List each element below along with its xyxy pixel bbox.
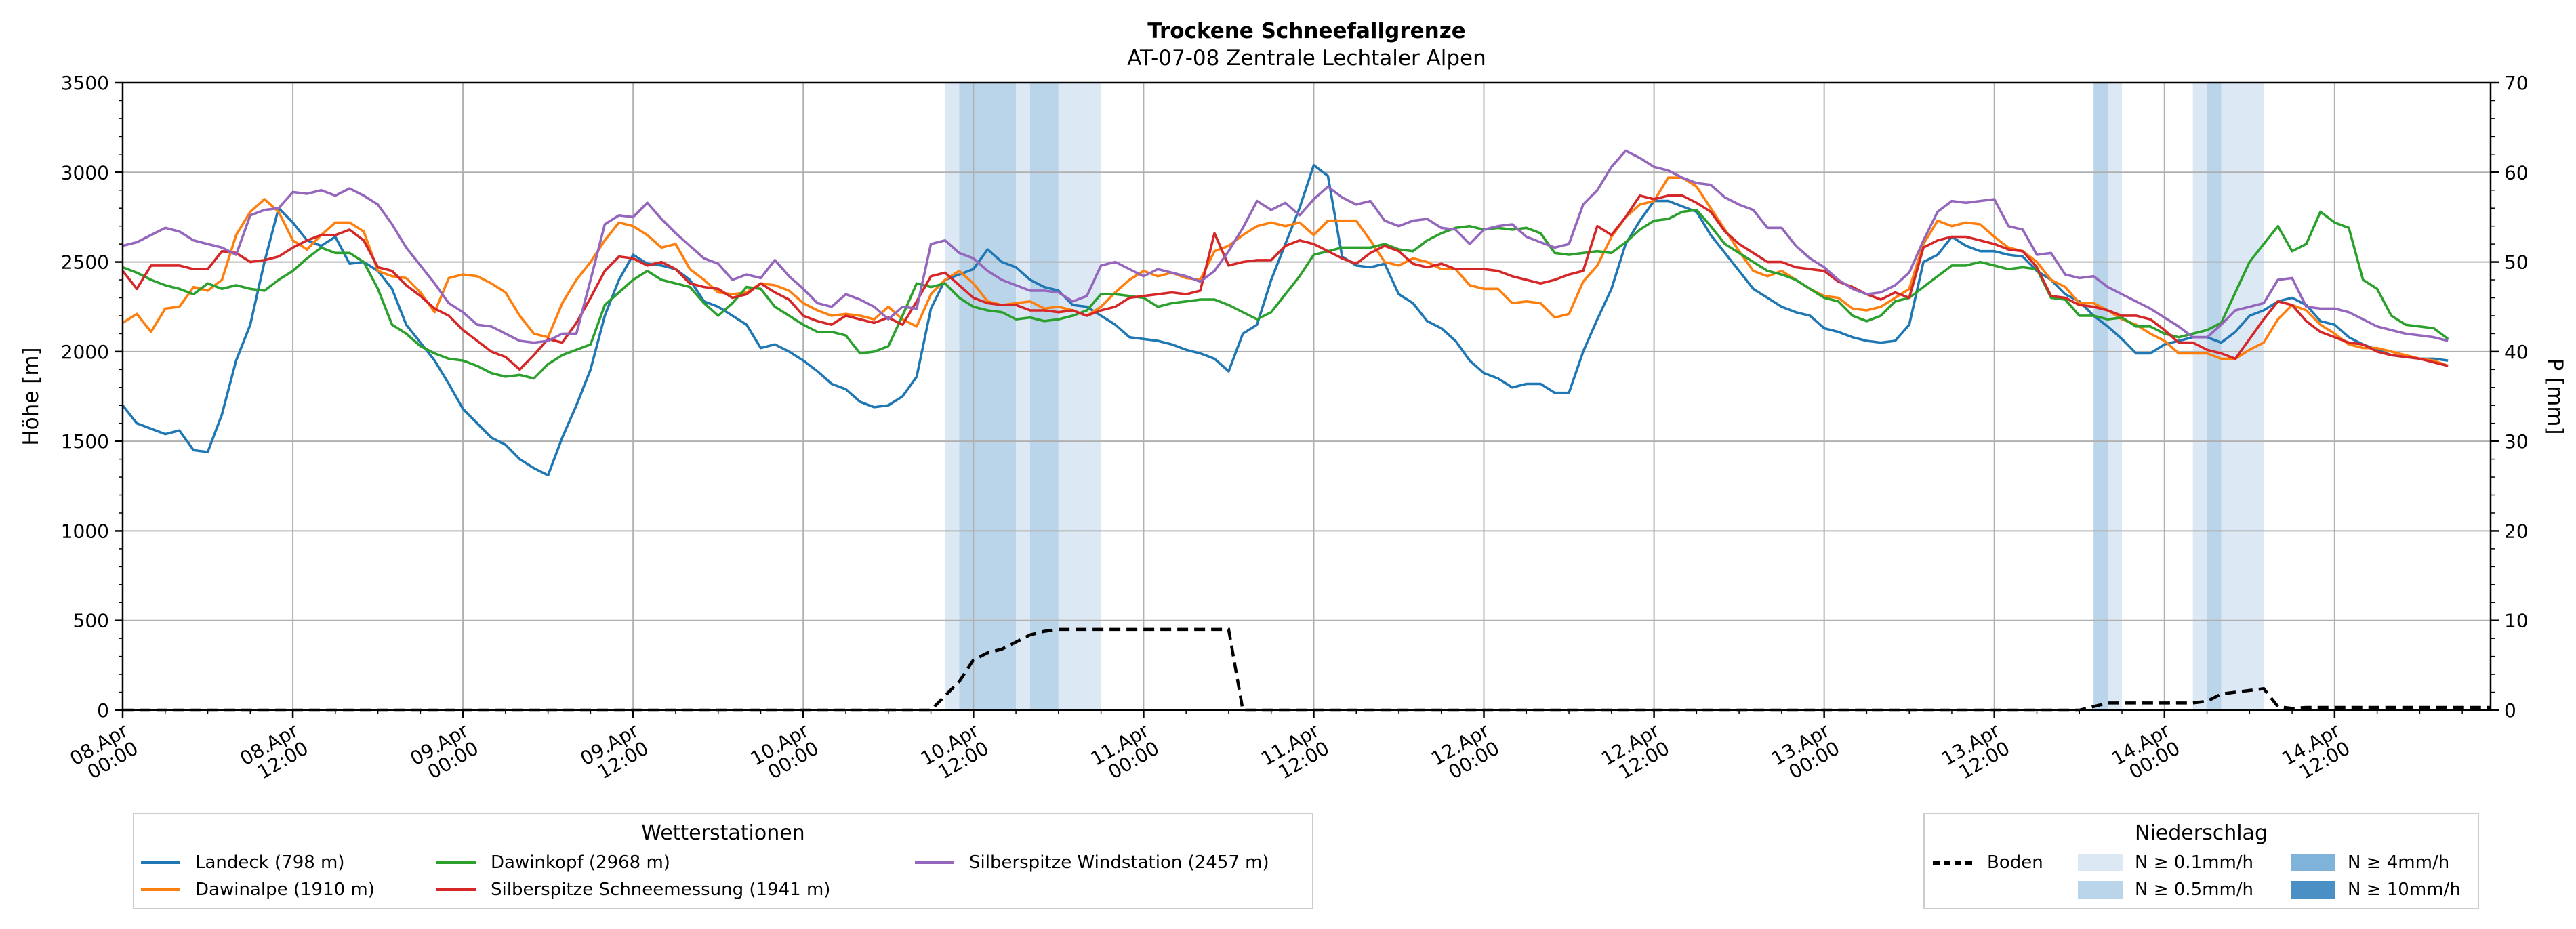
y2-tick-label-5: 50 <box>2504 251 2529 274</box>
precip-band-1 <box>959 83 1017 710</box>
precipitation-bands <box>945 83 2264 710</box>
precip-band-5 <box>2093 83 2108 710</box>
axes: 0 500 1000 1500 2000 2500 3000 3500 0 10 20 30 40 50 6… <box>61 72 2529 787</box>
y2-axis-label: P [mm] <box>2543 358 2567 434</box>
legend-swatch-windstation <box>915 861 954 864</box>
legend-item-dawinkopf: Dawinkopf (2968 m) <box>436 852 670 873</box>
series-line-2 <box>122 209 2449 380</box>
legend-item-p10: N ≥ 10mm/h <box>2291 880 2461 900</box>
x-tick-label-13: 14.Apr12:00 <box>2278 719 2354 787</box>
legend-label-boden: Boden <box>1987 852 2043 873</box>
legend-precipitation: Niederschlag Boden N ≥ 0.1mm/h N ≥ 0.5mm… <box>1923 813 2479 909</box>
series-line-1 <box>122 176 2449 367</box>
y-tick-label-0: 0 <box>97 699 109 722</box>
x-tick-label-11: 13.Apr12:00 <box>1938 719 2013 787</box>
legend-label-p4: N ≥ 4mm/h <box>2348 852 2450 873</box>
legend-item-schneemessung: Silberspitze Schneemessung (1941 m) <box>436 880 830 900</box>
y-tick-label-6: 3000 <box>61 161 109 184</box>
legend-label-p10: N ≥ 10mm/h <box>2348 880 2461 900</box>
legend-label-dawinalpe: Dawinalpe (1910 m) <box>195 880 375 900</box>
legend-item-landeck: Landeck (798 m) <box>141 852 345 873</box>
series-line-0 <box>121 163 2449 477</box>
legend-label-dawinkopf: Dawinkopf (2968 m) <box>491 852 670 873</box>
ground-line <box>123 627 2491 712</box>
x-tick-label-4: 10.Apr00:00 <box>747 719 823 787</box>
legend-swatch-p05 <box>2078 881 2123 899</box>
x-tick-label-1: 08.Apr12:00 <box>237 719 312 787</box>
legend-swatch-p4 <box>2291 854 2335 871</box>
y-tick-label-2: 1000 <box>61 520 109 542</box>
precip-band-9 <box>2221 83 2264 710</box>
y-tick-label-7: 3500 <box>61 72 109 94</box>
y2-tick-label-3: 30 <box>2504 430 2529 453</box>
legend-swatch-schneemessung <box>436 888 476 891</box>
ground-dashed-line <box>123 627 2491 712</box>
legend-swatch-landeck <box>141 861 180 864</box>
legend-swatch-p01 <box>2078 854 2123 871</box>
x-tick-label-9: 12.Apr12:00 <box>1597 719 1673 787</box>
series-line-4 <box>122 149 2449 344</box>
legend-swatch-dawinkopf <box>436 861 476 864</box>
x-tick-label-6: 11.Apr00:00 <box>1087 719 1163 787</box>
x-tick-label-7: 11.Apr12:00 <box>1257 719 1333 787</box>
y2-tick-label-2: 20 <box>2504 520 2529 542</box>
y2-tick-label-4: 40 <box>2504 341 2529 363</box>
x-tick-label-5: 10.Apr12:00 <box>917 719 993 787</box>
grid <box>122 82 2491 711</box>
legend-item-p01: N ≥ 0.1mm/h <box>2078 852 2253 873</box>
legend-stations-title: Wetterstationen <box>641 821 805 845</box>
legend-label-landeck: Landeck (798 m) <box>195 852 345 873</box>
precip-band-6 <box>2108 83 2123 710</box>
precip-band-8 <box>2207 83 2222 710</box>
x-tick-label-12: 14.Apr00:00 <box>2108 719 2184 787</box>
y-axis-label: Höhe [m] <box>19 347 43 445</box>
y2-tick-label-6: 60 <box>2504 161 2529 184</box>
legend-label-p05: N ≥ 0.5mm/h <box>2135 880 2254 900</box>
legend-precipitation-title: Niederschlag <box>2135 821 2268 845</box>
legend-item-windstation: Silberspitze Windstation (2457 m) <box>915 852 1269 873</box>
precip-band-4 <box>1058 83 1101 710</box>
precip-band-2 <box>1016 83 1031 710</box>
chart-subtitle: AT-07-08 Zentrale Lechtaler Alpen <box>1127 46 1486 70</box>
x-tick-label-10: 13.Apr00:00 <box>1767 719 1843 787</box>
legend-swatch-p10 <box>2291 881 2335 899</box>
y-tick-label-5: 2500 <box>61 251 109 274</box>
precip-band-7 <box>2192 83 2207 710</box>
precip-band-0 <box>945 83 960 710</box>
x-tick-label-8: 12.Apr00:00 <box>1427 719 1503 787</box>
x-tick-label-3: 09.Apr12:00 <box>577 719 653 787</box>
y-tick-label-3: 1500 <box>61 430 109 453</box>
legend-label-schneemessung: Silberspitze Schneemessung (1941 m) <box>491 880 831 900</box>
legend-item-p4: N ≥ 4mm/h <box>2291 852 2449 873</box>
y2-tick-label-7: 70 <box>2504 72 2529 94</box>
legend-item-dawinalpe: Dawinalpe (1910 m) <box>141 880 375 900</box>
precip-band-3 <box>1030 83 1059 710</box>
legend-label-windstation: Silberspitze Windstation (2457 m) <box>969 852 1269 873</box>
legend-swatch-dawinalpe <box>141 888 180 891</box>
legend-item-p05: N ≥ 0.5mm/h <box>2078 880 2253 900</box>
y2-tick-label-1: 10 <box>2504 610 2529 632</box>
chart-title: Trockene Schneefallgrenze <box>1147 19 1466 43</box>
y-tick-label-4: 2000 <box>61 341 109 363</box>
y-tick-label-1: 500 <box>73 610 109 632</box>
series-lines <box>121 149 2449 477</box>
series-line-3 <box>121 194 2449 371</box>
legend-swatch-boden <box>1933 861 1972 865</box>
legend-stations: Wetterstationen Landeck (798 m) Dawinalp… <box>133 813 1313 909</box>
plot-frame <box>121 81 2492 711</box>
legend-label-p01: N ≥ 0.1mm/h <box>2135 852 2254 873</box>
x-tick-label-0: 08.Apr00:00 <box>66 719 142 787</box>
y2-tick-label-0: 0 <box>2504 699 2516 722</box>
x-tick-label-2: 09.Apr00:00 <box>407 719 483 787</box>
legend-item-boden: Boden <box>1933 852 2043 873</box>
